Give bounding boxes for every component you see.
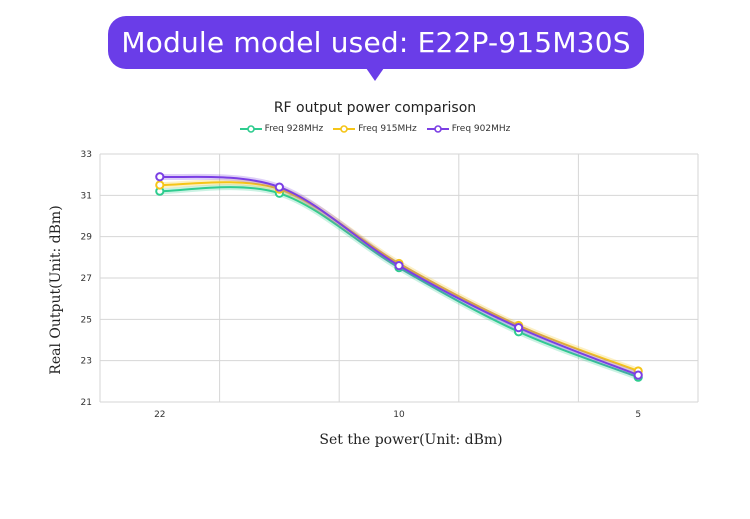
legend-label: Freq 915MHz xyxy=(358,124,417,134)
legend-item-freq-915mhz: Freq 915MHz xyxy=(333,124,417,134)
x-tick-label: 5 xyxy=(635,410,641,420)
model-banner: Module model used: E22P-915M30S xyxy=(108,16,644,69)
x-axis-label: Set the power(Unit: dBm) xyxy=(319,432,503,448)
legend-marker-icon xyxy=(239,125,262,133)
series-glow-freq-902mhz xyxy=(159,173,640,378)
legend-item-freq-928mhz: Freq 928MHz xyxy=(239,124,324,134)
legend-item-freq-902mhz: Freq 902MHz xyxy=(426,124,511,134)
chart-legend: Freq 928MHz Freq 915MHz Freq 902MHz xyxy=(0,124,750,134)
y-tick-label: 31 xyxy=(81,191,92,201)
series-glow-freq-915mhz xyxy=(159,179,640,374)
data-point-freq-902mhz xyxy=(394,261,404,271)
data-point-freq-902mhz xyxy=(155,172,165,182)
y-tick-label: 29 xyxy=(81,233,93,243)
legend-label: Freq 928MHz xyxy=(264,124,324,134)
banner-pointer xyxy=(366,68,384,81)
data-point-freq-902mhz xyxy=(274,182,284,192)
chart-title: RF output power comparison xyxy=(273,100,477,116)
legend-marker-icon xyxy=(426,125,449,133)
y-tick-label: 27 xyxy=(81,274,92,284)
data-point-freq-915mhz xyxy=(155,180,165,190)
y-tick-label: 25 xyxy=(81,315,92,325)
y-tick-label: 33 xyxy=(81,150,92,160)
data-point-freq-902mhz xyxy=(514,323,524,333)
x-tick-label: 22 xyxy=(154,410,165,420)
y-tick-label: 21 xyxy=(81,398,92,408)
y-tick-label: 23 xyxy=(81,357,92,367)
x-tick-label: 10 xyxy=(393,410,405,420)
legend-label: Freq 902MHz xyxy=(451,124,511,134)
data-point-freq-902mhz xyxy=(633,370,643,380)
legend-marker-icon xyxy=(333,125,356,133)
banner-text: Module model used: E22P-915M30S xyxy=(121,26,631,59)
